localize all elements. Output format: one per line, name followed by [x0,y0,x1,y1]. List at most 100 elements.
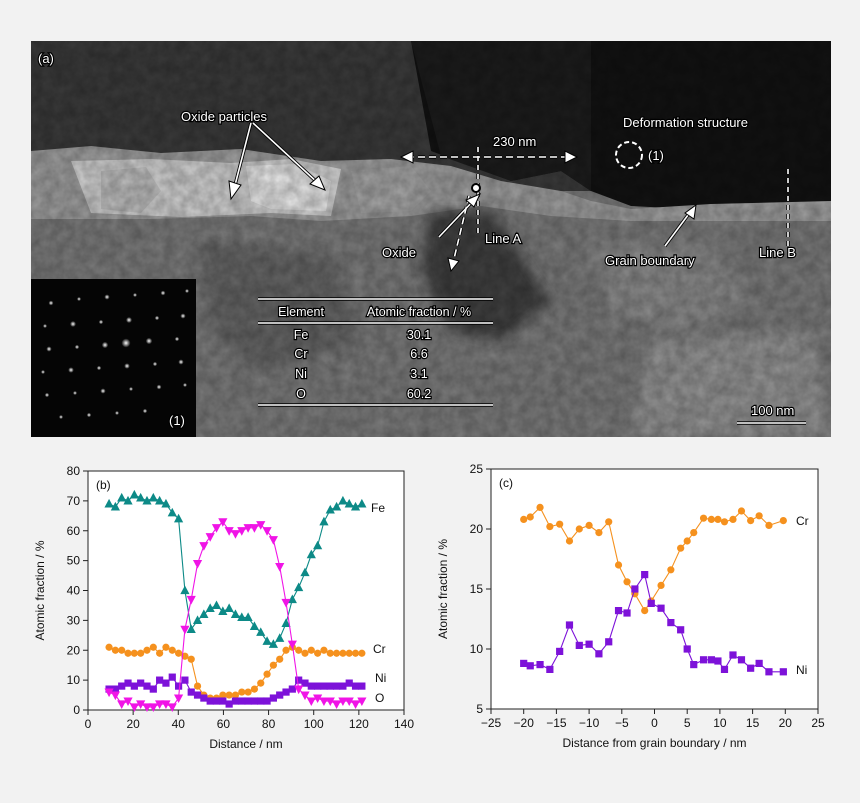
data-point-ni [585,640,593,648]
data-point-ni [149,685,157,693]
data-point-ni [720,665,729,673]
data-point-ni [174,682,183,690]
data-point-cr [105,643,113,651]
data-point-o [110,691,120,701]
data-point-cr [657,581,665,590]
data-point-ni [156,676,164,684]
data-point-cr [765,521,773,530]
data-point-ni [683,645,691,653]
data-point-cr [187,655,195,663]
data-point-o [192,560,203,569]
data-point-cr [707,515,715,524]
deformation-diffraction-marker [615,141,643,169]
distance-label: 230 nm [493,134,536,149]
y-tick-label: 25 [470,462,484,476]
data-point-fe [294,582,304,592]
data-point-o [142,703,152,713]
x-tick-label: 60 [217,717,231,731]
data-point-fe [268,639,278,648]
data-point-cr [520,515,528,524]
data-point-cr [595,529,603,537]
y-tick-label: 10 [470,642,484,656]
data-point-o [313,694,323,704]
data-point-fe [224,603,234,613]
data-point-fe [161,498,171,508]
table-cell-element: Cr [294,347,307,361]
data-point-ni [667,619,675,627]
plot-frame [87,470,405,711]
data-point-ni [326,682,334,690]
data-point-fe [300,567,310,577]
data-point-cr [641,607,649,615]
data-point-cr [326,649,334,657]
data-point-fe [237,612,247,621]
data-point-o [199,542,209,551]
data-point-cr [526,513,534,521]
data-point-o [300,691,310,701]
data-point-fe [338,495,348,505]
table-cell-value: 6.6 [410,347,427,361]
x-tick-label: 20 [779,716,793,730]
table-cell-value: 30.1 [407,328,431,342]
scale-bar-label: 100 nm [751,403,794,418]
data-point-ni [556,647,564,655]
legend-ni: Ni [375,671,386,685]
data-point-o [230,530,241,539]
data-point-fe [357,498,367,508]
data-point-cr [575,525,583,533]
data-point-o [275,563,285,572]
y-tick-label: 30 [67,613,81,627]
data-point-cr [585,521,593,530]
data-point-o [180,625,190,635]
data-point-o [338,697,348,707]
data-point-o [167,703,177,713]
data-point-o [129,703,139,713]
data-point-cr [320,646,328,654]
x-tick-label: 15 [746,716,760,730]
data-point-ni [231,697,240,705]
data-point-ni [520,659,528,667]
plot-frame [490,468,819,710]
data-point-ni [641,571,649,579]
y-tick-label: 0 [73,703,80,717]
data-point-ni [257,697,265,705]
data-point-o [123,697,133,707]
data-point-cr [339,649,347,657]
data-point-ni [288,685,296,693]
data-point-cr [238,688,246,696]
data-point-ni [755,659,763,667]
legend-cr: Cr [373,642,386,656]
data-point-ni [295,676,303,684]
data-point-ni [699,656,708,664]
data-point-ni [614,607,623,615]
data-point-ni [536,661,544,669]
data-point-fe [313,540,323,550]
data-point-cr [720,518,729,526]
data-point-o [211,524,222,533]
oxide-particles-label: Oxide particles [181,109,267,124]
data-point-ni [219,697,227,705]
data-point-o [319,697,329,707]
data-point-o [281,598,291,608]
y-tick-label: 10 [67,673,81,687]
data-point-fe [167,507,177,517]
data-point-cr [677,544,685,552]
data-point-fe [155,495,165,505]
data-point-cr [351,649,360,657]
oxide-particle-arrow-2 [252,122,320,185]
data-point-ni [111,685,119,693]
data-point-fe [180,585,190,595]
data-point-fe [199,609,209,618]
data-point-fe [230,609,241,618]
data-point-cr [690,529,698,537]
data-point-cr [737,507,746,515]
table-cell-value: 60.2 [407,387,431,401]
data-point-cr [143,646,151,654]
x-tick-label: −10 [579,716,600,730]
legend-ni: Ni [796,663,807,677]
data-point-cr [219,691,227,699]
data-point-cr [536,503,544,511]
data-point-o [148,703,158,713]
data-point-cr [779,517,787,525]
data-point-cr [301,649,309,657]
